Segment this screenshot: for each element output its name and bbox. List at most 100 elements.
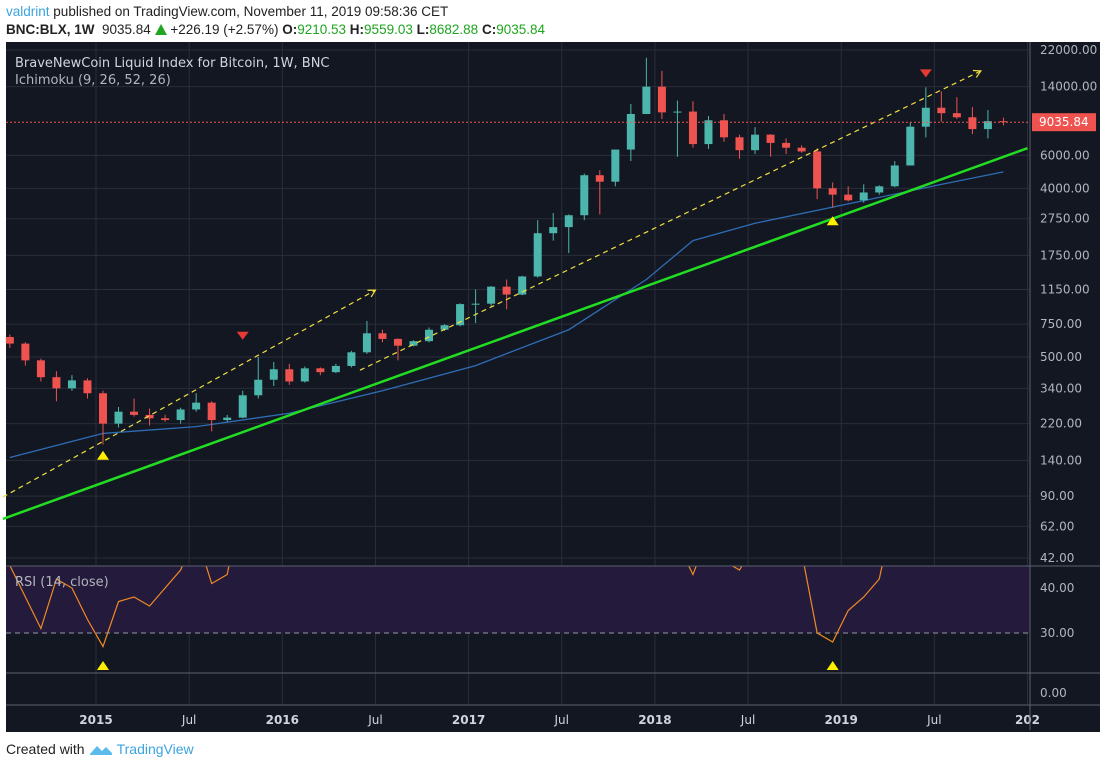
- candle: [130, 411, 139, 415]
- low-label: L:: [416, 22, 430, 37]
- candle: [99, 393, 107, 424]
- candle: [409, 341, 418, 346]
- candle: [145, 414, 154, 419]
- candle: [518, 276, 527, 295]
- candle: [362, 333, 371, 353]
- indicator-label: Ichimoku (9, 26, 52, 26): [15, 73, 171, 88]
- x-tick-label: Jul: [367, 713, 382, 727]
- triangle-up-icon: [97, 661, 109, 670]
- candle: [425, 329, 434, 342]
- last-price-badge: [1032, 113, 1096, 132]
- close-label: C:: [481, 22, 497, 37]
- ichimoku-line: [9, 171, 1004, 459]
- y-tick-label: 6000.00: [1040, 148, 1090, 162]
- rsi-line: [9, 566, 883, 648]
- candle: [269, 369, 278, 380]
- last-price: 9035.84: [102, 22, 151, 37]
- candle: [937, 107, 946, 114]
- candle: [502, 286, 511, 295]
- high-label: H:: [349, 22, 365, 37]
- x-tick-label: Jul: [181, 713, 196, 727]
- triangle-up-icon: [97, 450, 109, 460]
- candle: [549, 227, 558, 234]
- candle: [952, 113, 961, 118]
- triangle-down-icon: [236, 331, 249, 340]
- candle: [533, 233, 542, 277]
- candle: [161, 418, 170, 421]
- candle: [999, 121, 1008, 123]
- x-tick-label: 202: [1015, 713, 1040, 727]
- candle: [580, 175, 589, 216]
- x-tick-label: Jul: [740, 713, 755, 727]
- tradingview-link[interactable]: TradingView: [116, 741, 194, 757]
- candle: [347, 352, 356, 366]
- candle: [875, 186, 884, 193]
- high-value: 9559.03: [364, 22, 413, 37]
- x-tick-label: 2017: [452, 713, 485, 727]
- candle: [36, 360, 45, 378]
- last-price-label: 9035.84: [1039, 115, 1089, 129]
- y-tick-label: 1150.00: [1040, 282, 1090, 296]
- candle: [844, 194, 853, 201]
- candle: [331, 365, 340, 373]
- tradingview-logo-icon: [89, 746, 112, 755]
- created-with-text: Created with: [6, 741, 85, 757]
- chart-title: BraveNewCoin Liquid Index for Bitcoin, 1…: [15, 56, 330, 71]
- candle: [52, 377, 61, 389]
- x-tick-label: Jul: [554, 713, 569, 727]
- candle: [720, 120, 728, 138]
- y-tick-label: 1750.00: [1040, 248, 1090, 262]
- trend-line: [359, 70, 982, 371]
- x-tick-label: 2018: [638, 713, 671, 727]
- candle: [704, 120, 713, 145]
- x-tick-label: 2019: [824, 713, 857, 727]
- x-tick-label: Jul: [926, 713, 941, 727]
- trend-line: [2, 147, 1028, 521]
- low-value: 8682.88: [429, 22, 479, 37]
- arrow-head-icon: [367, 289, 377, 298]
- y-tick-label: 340.00: [1040, 381, 1082, 395]
- arrow-head-icon: [972, 69, 983, 78]
- author-link[interactable]: valdrint: [6, 4, 50, 19]
- candle: [393, 338, 402, 346]
- candle: [983, 121, 992, 130]
- candle: [688, 111, 697, 145]
- trend-line: [2, 289, 376, 498]
- x-tick-label: 2016: [266, 713, 299, 727]
- y-tick-label: 90.00: [1040, 489, 1074, 503]
- triangle-down-icon: [919, 69, 932, 78]
- candle: [735, 137, 744, 151]
- candle: [890, 165, 899, 187]
- candle: [114, 411, 123, 424]
- candle: [192, 402, 201, 410]
- candle: [223, 417, 232, 421]
- y-tick-label: 2750.00: [1040, 212, 1090, 226]
- candle: [673, 111, 682, 113]
- candle: [751, 134, 760, 151]
- open-label: O:: [282, 22, 298, 37]
- rsi-label: RSI (14, close): [15, 575, 109, 590]
- up-arrow-icon: [154, 24, 167, 35]
- y-tick-label: 62.00: [1040, 519, 1074, 533]
- rsi-tick-label: 40.00: [1040, 581, 1074, 595]
- y-tick-label: 500.00: [1040, 350, 1082, 364]
- candle: [782, 142, 791, 148]
- y-tick-label: 42.00: [1040, 551, 1074, 565]
- triangle-up-icon: [826, 661, 839, 670]
- publish-info: valdrint published on TradingView.com, N…: [6, 4, 448, 19]
- candle: [83, 380, 92, 394]
- candle: [378, 333, 387, 339]
- candle: [207, 402, 216, 421]
- candle: [67, 380, 76, 389]
- lower-pane-tick-label: 0.00: [1040, 686, 1067, 700]
- candle: [828, 188, 837, 195]
- candle: [564, 215, 573, 228]
- candle: [797, 147, 806, 152]
- candle: [642, 86, 651, 114]
- y-tick-label: 14000.00: [1040, 80, 1097, 94]
- symbol-label: BNC:BLX, 1W: [6, 22, 95, 37]
- axes: 22000.00 14000.00 6000.00 4000.00 2750.00 175…: [6, 42, 1100, 730]
- symbol-info: BNC:BLX, 1W 9035.84 +226.19 (+2.57%) O:9…: [6, 22, 545, 37]
- y-tick-label: 750.00: [1040, 317, 1082, 331]
